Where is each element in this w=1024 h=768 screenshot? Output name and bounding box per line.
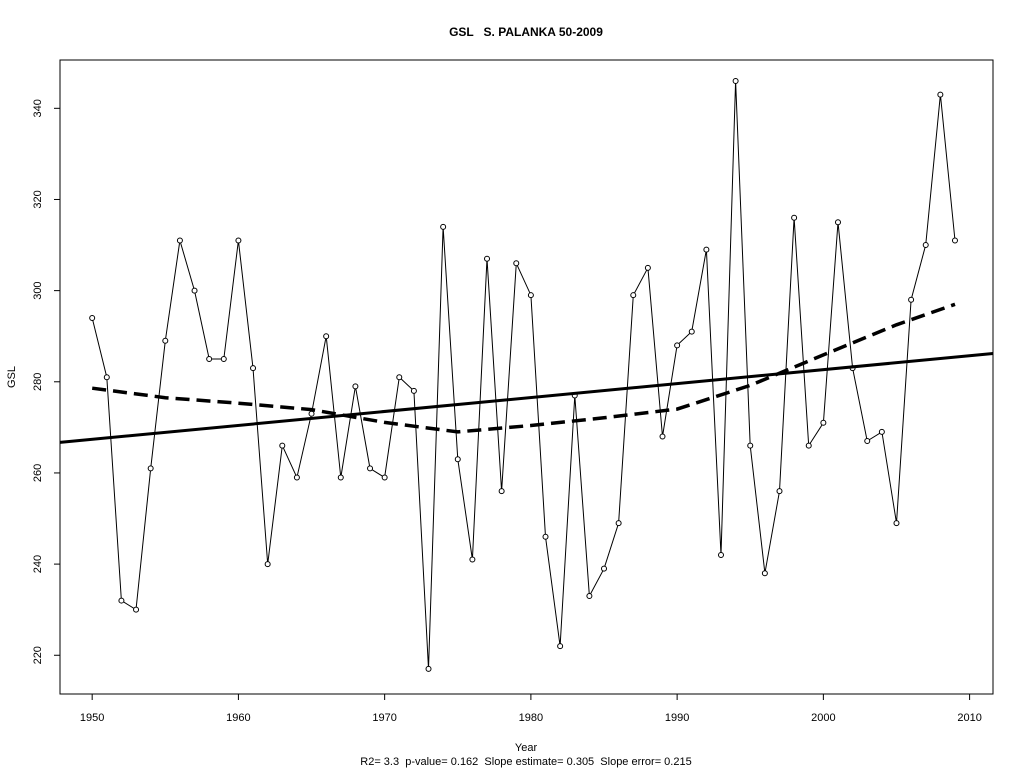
data-point [922,242,929,249]
data-point [717,551,724,558]
x-tick-label: 1960 [226,712,250,724]
y-tick-label: 280 [32,373,44,391]
data-point [630,292,637,299]
data-point [162,337,169,344]
data-point [644,264,651,271]
y-axis: 220 240 260 280 300 320 340 [32,99,60,664]
x-tick-label: 1950 [80,712,104,724]
data-point [337,474,344,481]
data-point [893,520,900,527]
x-tick-label: 1990 [665,712,689,724]
data-point [878,428,885,435]
data-point [937,91,944,98]
data-point [864,438,871,445]
data-point [703,246,710,253]
data-point [908,296,915,303]
data-point [542,533,549,540]
y-tick-label: 220 [32,646,44,664]
data-point [747,442,754,449]
x-tick-label: 2010 [957,712,981,724]
plot-frame [59,59,994,695]
x-tick-label: 1970 [372,712,396,724]
data-point [206,355,213,362]
data-point [308,410,315,417]
data-point [367,465,374,472]
chart-title: GSL S. PALANKA 50-2009 [449,25,603,39]
x-axis-label: Year [515,742,538,754]
data-point [118,597,125,604]
data-point [396,374,403,381]
data-point [191,287,198,294]
data-point [805,442,812,449]
data-point [176,237,183,244]
data-point [820,419,827,426]
data-point [425,665,432,672]
data-point [732,77,739,84]
data-point [557,643,564,650]
y-tick-label: 260 [32,464,44,482]
data-point [279,442,286,449]
series-line-2 [91,302,956,434]
data-point [89,314,96,321]
data-point [659,433,666,440]
series-line-0 [91,80,956,669]
data-point [834,219,841,226]
data-point [761,570,768,577]
data-point [951,237,958,244]
x-tick-label: 2000 [811,712,835,724]
data-point [513,260,520,267]
data-point [133,606,140,613]
data-point [410,387,417,394]
data-point [323,333,330,340]
data-point [235,237,242,244]
data-point [264,561,271,568]
data-point [293,474,300,481]
data-point [103,374,110,381]
x-tick-label: 1980 [519,712,543,724]
data-point [586,593,593,600]
stats-caption: R2= 3.3 p-value= 0.162 Slope estimate= 0… [360,756,691,768]
data-point [688,328,695,335]
data-point [615,520,622,527]
data-point [527,292,534,299]
data-point [498,488,505,495]
y-tick-label: 320 [32,190,44,208]
data-point [440,223,447,230]
data-point [601,565,608,572]
plot-area [59,77,994,672]
data-point [484,255,491,262]
data-point [352,383,359,390]
data-point [776,488,783,495]
data-point [220,355,227,362]
data-point [791,214,798,221]
x-axis: 1950 1960 1970 1980 1990 2000 2010 [80,694,982,724]
y-tick-label: 300 [32,281,44,299]
data-point [454,456,461,463]
y-tick-label: 240 [32,555,44,573]
data-point [381,474,388,481]
data-point [674,342,681,349]
data-point [469,556,476,563]
y-tick-label: 340 [32,99,44,117]
data-point [250,365,257,372]
y-axis-label: GSL [6,366,18,388]
data-point [147,465,154,472]
series-line-1 [59,352,994,444]
